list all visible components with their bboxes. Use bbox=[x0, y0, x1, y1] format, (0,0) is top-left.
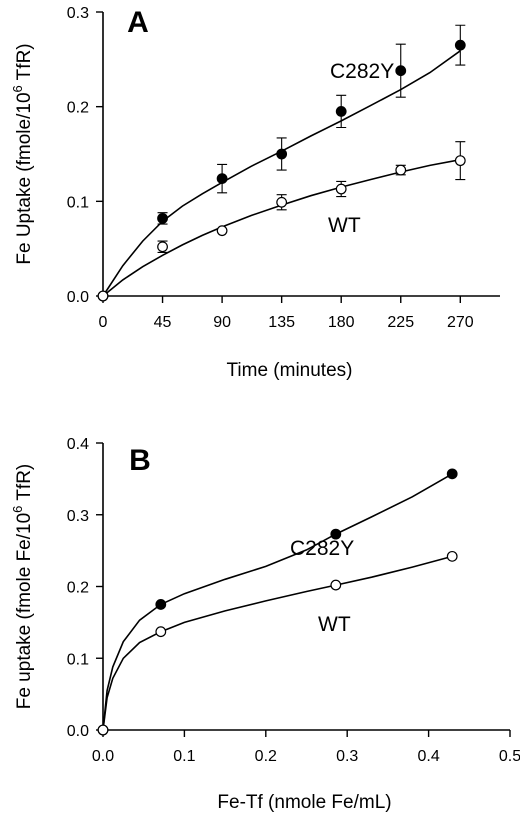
fit-curve-wt bbox=[102, 555, 453, 731]
x-tick-label: 0.5 bbox=[499, 748, 520, 765]
y-tick-label: 0.1 bbox=[67, 651, 89, 668]
x-tick-label: 0.0 bbox=[92, 748, 114, 765]
series-label-wt: WT bbox=[318, 613, 351, 636]
data-point-wt bbox=[216, 225, 228, 237]
series-label-c282y: C282Y bbox=[290, 537, 354, 560]
data-point-c282y bbox=[276, 148, 288, 160]
data-point-c282y bbox=[335, 105, 347, 117]
data-point-wt bbox=[276, 196, 288, 208]
data-point-c282y bbox=[155, 599, 167, 610]
axis-lines bbox=[102, 443, 510, 731]
chart-panel-b: 0.0 0.1 0.2 0.3 0.4 0.5 0.0 0.1 0.2 0.3 0.4 Fe-Tf (… bbox=[10, 436, 520, 813]
y-axis-label: Fe uptake (fmole Fe/106 TfR) bbox=[10, 464, 35, 710]
x-tick-label: 0.4 bbox=[417, 748, 439, 765]
x-axis-label: Time (minutes) bbox=[227, 360, 353, 381]
y-tick-label: 0.1 bbox=[67, 194, 89, 211]
y-axis-label-superscript: 6 bbox=[10, 85, 25, 92]
x-tick-label: 45 bbox=[154, 314, 172, 331]
data-point-c282y bbox=[395, 65, 407, 77]
x-tick-label: 90 bbox=[213, 314, 231, 331]
y-tick-label: 0.0 bbox=[67, 289, 89, 306]
data-point-wt bbox=[446, 550, 458, 562]
data-point-wt bbox=[395, 164, 407, 176]
y-tick-label: 0.4 bbox=[67, 436, 89, 453]
data-point-wt bbox=[454, 155, 466, 167]
data-point-wt bbox=[330, 579, 342, 591]
data-point-wt bbox=[155, 626, 167, 638]
panel-label: B bbox=[129, 444, 151, 477]
data-point-c282y bbox=[454, 39, 466, 51]
fit-curve-c282y bbox=[102, 473, 453, 731]
fit-curve-c282y bbox=[102, 50, 461, 297]
axis-lines bbox=[102, 12, 500, 297]
y-axis-label-part: TfR) bbox=[14, 43, 35, 85]
data-point-c282y bbox=[216, 173, 228, 185]
panel-label: A bbox=[127, 6, 149, 39]
x-tick-label: 270 bbox=[447, 314, 474, 331]
x-tick-label: 0.1 bbox=[173, 748, 195, 765]
y-axis-label: Fe Uptake (fmole/106 TfR) bbox=[10, 43, 35, 264]
y-tick-label: 0.3 bbox=[67, 5, 89, 22]
chart-panel-a: 0 45 90 135 180 225 270 0.0 0.1 0.2 0.3 Time (minut… bbox=[10, 5, 500, 381]
y-axis-label-part: Fe Uptake (fmole/10 bbox=[14, 92, 35, 264]
data-point-wt bbox=[97, 290, 109, 302]
x-tick-label: 0.3 bbox=[336, 748, 358, 765]
series-label-c282y: C282Y bbox=[330, 60, 394, 83]
y-tick-label: 0.3 bbox=[67, 508, 89, 525]
data-point-c282y bbox=[446, 468, 458, 480]
y-tick-label: 0.2 bbox=[67, 100, 89, 117]
x-axis-label: Fe-Tf (nmole Fe/mL) bbox=[217, 792, 391, 813]
y-axis-label-superscript: 6 bbox=[10, 506, 25, 513]
y-axis-label-part: Fe uptake (fmole Fe/10 bbox=[14, 513, 35, 709]
data-point-wt bbox=[157, 241, 168, 253]
fit-curve-wt bbox=[102, 158, 461, 297]
x-tick-label: 225 bbox=[387, 314, 414, 331]
y-axis-label-part: TfR) bbox=[14, 464, 35, 506]
x-tick-label: 0.2 bbox=[255, 748, 277, 765]
x-tick-label: 180 bbox=[328, 314, 355, 331]
data-point-c282y bbox=[330, 528, 342, 540]
series-label-wt: WT bbox=[328, 214, 361, 237]
x-tick-label: 135 bbox=[268, 314, 295, 331]
y-tick-label: 0.2 bbox=[67, 580, 89, 597]
data-point-wt bbox=[97, 724, 109, 736]
data-point-c282y bbox=[157, 212, 168, 224]
x-tick-label: 0 bbox=[99, 314, 108, 331]
data-point-wt bbox=[335, 183, 347, 195]
y-tick-label: 0.0 bbox=[67, 723, 89, 740]
